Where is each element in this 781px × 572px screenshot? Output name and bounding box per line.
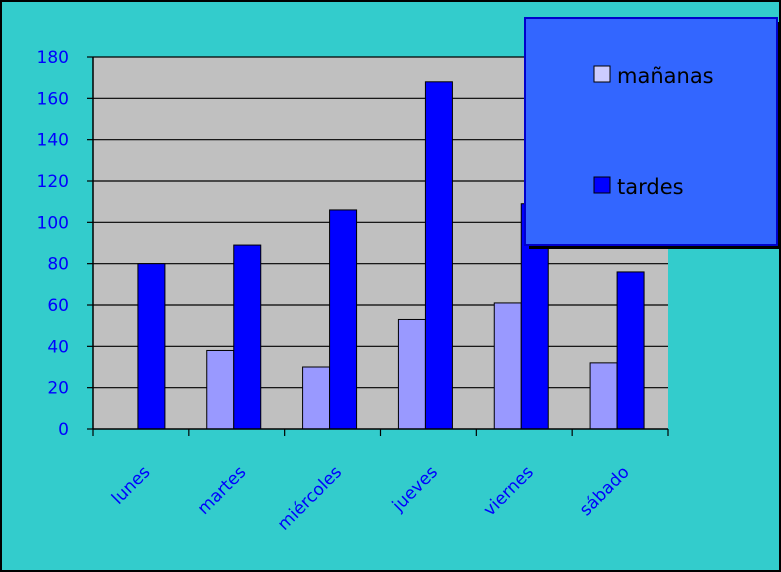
bar-tardes-jueves [424,81,453,430]
bar-mananas-sabado [589,362,618,430]
y-tick-label-40: 40 [47,337,69,357]
y-tick-label-100: 100 [37,213,69,233]
bar-tardes-miercoles [329,209,358,430]
bar-mananas-martes [206,349,235,430]
legend-label-mananas: mañanas [617,64,714,88]
bar-mananas-jueves [397,318,426,430]
legend: mañanas tardes [524,17,781,249]
y-tick-label-180: 180 [37,48,69,68]
bar-tardes-sabado [616,271,645,430]
bar-mananas-viernes [493,302,522,430]
legend-swatch-mananas [593,65,611,83]
bar-mananas-miercoles [302,366,331,430]
y-axis-tick-labels: 0 20 40 60 80 100 120 140 160 180 [37,48,69,440]
legend-swatch-tardes [593,176,611,194]
bar-tardes-lunes [137,263,166,430]
axes [87,56,669,436]
y-tick-label-20: 20 [47,379,69,399]
y-tick-label-120: 120 [37,172,69,192]
y-tick-label-60: 60 [47,296,69,316]
y-tick-label-0: 0 [58,420,69,440]
legend-box [524,17,778,246]
bar-tardes-martes [233,244,262,430]
y-tick-label-80: 80 [47,255,69,275]
legend-label-tardes: tardes [617,175,684,199]
y-tick-label-140: 140 [37,131,69,151]
y-tick-label-160: 160 [37,89,69,109]
